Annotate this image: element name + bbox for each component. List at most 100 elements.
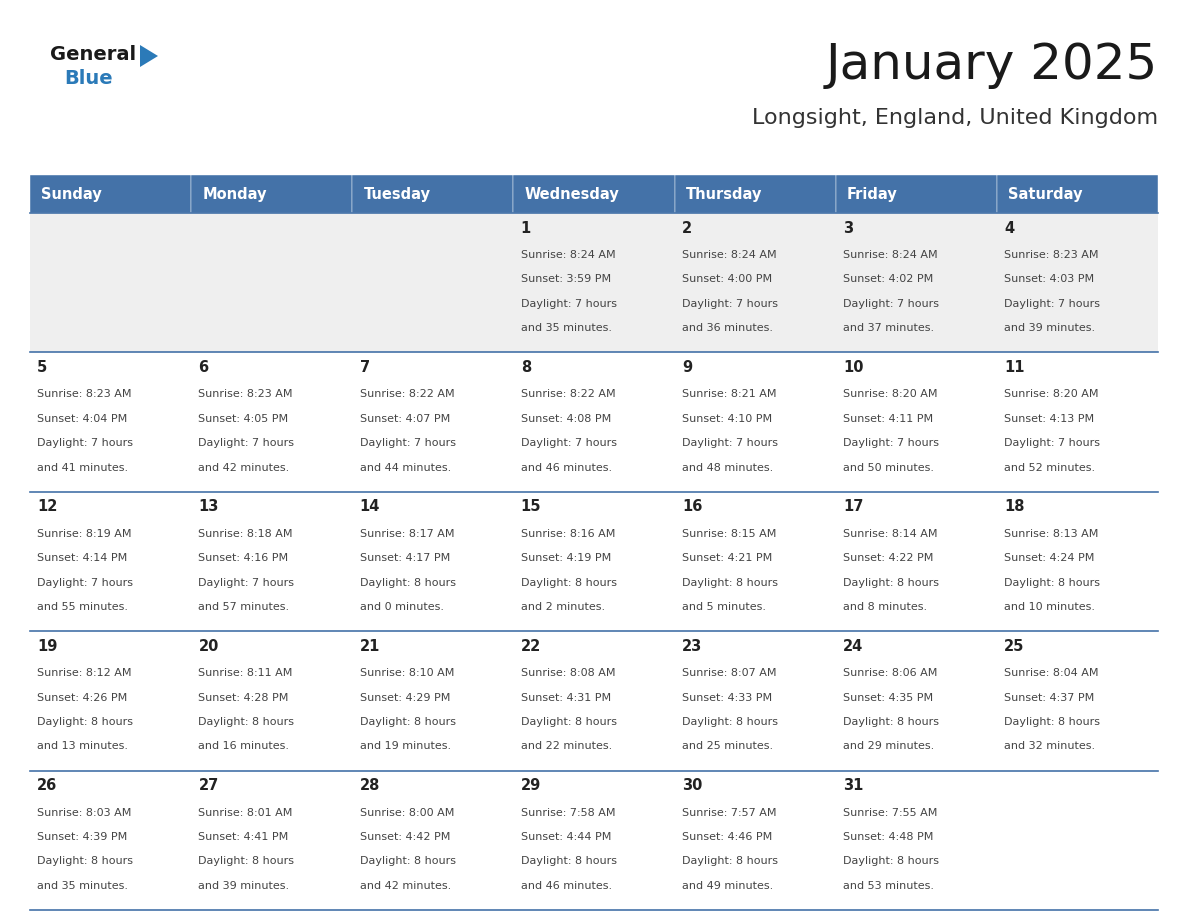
Text: Sunset: 4:05 PM: Sunset: 4:05 PM bbox=[198, 414, 289, 424]
Text: Sunset: 4:24 PM: Sunset: 4:24 PM bbox=[1004, 554, 1094, 563]
Text: Daylight: 7 hours: Daylight: 7 hours bbox=[843, 438, 939, 448]
Text: Daylight: 7 hours: Daylight: 7 hours bbox=[360, 438, 455, 448]
Text: and 50 minutes.: and 50 minutes. bbox=[843, 463, 934, 473]
Text: and 32 minutes.: and 32 minutes. bbox=[1004, 742, 1095, 751]
Text: Sunset: 4:31 PM: Sunset: 4:31 PM bbox=[520, 692, 611, 702]
Text: Sunset: 4:26 PM: Sunset: 4:26 PM bbox=[37, 692, 127, 702]
Text: and 39 minutes.: and 39 minutes. bbox=[198, 880, 290, 890]
Text: Daylight: 7 hours: Daylight: 7 hours bbox=[843, 298, 939, 308]
Text: and 53 minutes.: and 53 minutes. bbox=[843, 880, 934, 890]
Text: 17: 17 bbox=[843, 499, 864, 514]
Text: Daylight: 8 hours: Daylight: 8 hours bbox=[360, 577, 455, 588]
Text: Sunset: 4:17 PM: Sunset: 4:17 PM bbox=[360, 554, 450, 563]
Bar bbox=[30, 175, 191, 213]
Text: Sunset: 4:14 PM: Sunset: 4:14 PM bbox=[37, 554, 127, 563]
Text: Daylight: 7 hours: Daylight: 7 hours bbox=[198, 577, 295, 588]
Text: Sunrise: 7:58 AM: Sunrise: 7:58 AM bbox=[520, 808, 615, 818]
Text: and 16 minutes.: and 16 minutes. bbox=[198, 742, 290, 751]
Text: Sunrise: 8:19 AM: Sunrise: 8:19 AM bbox=[37, 529, 132, 539]
Text: Sunrise: 8:08 AM: Sunrise: 8:08 AM bbox=[520, 668, 615, 678]
Text: Sunset: 4:42 PM: Sunset: 4:42 PM bbox=[360, 832, 450, 842]
Text: Sunset: 4:44 PM: Sunset: 4:44 PM bbox=[520, 832, 611, 842]
Text: 20: 20 bbox=[198, 639, 219, 654]
Text: Daylight: 8 hours: Daylight: 8 hours bbox=[1004, 577, 1100, 588]
Text: and 57 minutes.: and 57 minutes. bbox=[198, 602, 290, 612]
Text: Daylight: 7 hours: Daylight: 7 hours bbox=[1004, 298, 1100, 308]
Text: Sunset: 4:22 PM: Sunset: 4:22 PM bbox=[843, 554, 934, 563]
Text: and 46 minutes.: and 46 minutes. bbox=[520, 463, 612, 473]
Polygon shape bbox=[140, 45, 158, 67]
Text: Sunrise: 8:11 AM: Sunrise: 8:11 AM bbox=[198, 668, 292, 678]
Text: 5: 5 bbox=[37, 360, 48, 375]
Text: 16: 16 bbox=[682, 499, 702, 514]
Text: Sunset: 4:11 PM: Sunset: 4:11 PM bbox=[843, 414, 933, 424]
Text: 12: 12 bbox=[37, 499, 58, 514]
Text: 9: 9 bbox=[682, 360, 691, 375]
Text: Daylight: 8 hours: Daylight: 8 hours bbox=[843, 856, 939, 867]
Text: Sunset: 4:16 PM: Sunset: 4:16 PM bbox=[198, 554, 289, 563]
Text: Daylight: 8 hours: Daylight: 8 hours bbox=[843, 577, 939, 588]
Text: Wednesday: Wednesday bbox=[525, 186, 619, 201]
Text: 4: 4 bbox=[1004, 220, 1015, 236]
Text: Sunset: 4:08 PM: Sunset: 4:08 PM bbox=[520, 414, 611, 424]
Text: Sunset: 4:19 PM: Sunset: 4:19 PM bbox=[520, 554, 611, 563]
Text: Blue: Blue bbox=[64, 69, 113, 88]
Text: Daylight: 8 hours: Daylight: 8 hours bbox=[1004, 717, 1100, 727]
Text: Sunrise: 8:07 AM: Sunrise: 8:07 AM bbox=[682, 668, 776, 678]
Text: 30: 30 bbox=[682, 778, 702, 793]
Text: Sunrise: 7:55 AM: Sunrise: 7:55 AM bbox=[843, 808, 937, 818]
Text: Sunrise: 8:23 AM: Sunrise: 8:23 AM bbox=[1004, 250, 1099, 260]
Text: Daylight: 7 hours: Daylight: 7 hours bbox=[520, 438, 617, 448]
Text: Sunrise: 8:24 AM: Sunrise: 8:24 AM bbox=[682, 250, 777, 260]
Text: Daylight: 8 hours: Daylight: 8 hours bbox=[198, 856, 295, 867]
Text: Sunrise: 8:21 AM: Sunrise: 8:21 AM bbox=[682, 389, 776, 399]
Text: Sunset: 3:59 PM: Sunset: 3:59 PM bbox=[520, 274, 611, 285]
Bar bbox=[30, 632, 1158, 770]
Text: Sunrise: 8:24 AM: Sunrise: 8:24 AM bbox=[520, 250, 615, 260]
Text: and 48 minutes.: and 48 minutes. bbox=[682, 463, 773, 473]
Text: Sunset: 4:48 PM: Sunset: 4:48 PM bbox=[843, 832, 934, 842]
Bar bbox=[513, 175, 675, 213]
Text: and 55 minutes.: and 55 minutes. bbox=[37, 602, 128, 612]
Text: Daylight: 8 hours: Daylight: 8 hours bbox=[843, 717, 939, 727]
Text: Sunrise: 8:04 AM: Sunrise: 8:04 AM bbox=[1004, 668, 1099, 678]
Text: 3: 3 bbox=[843, 220, 853, 236]
Text: 29: 29 bbox=[520, 778, 541, 793]
Bar bbox=[835, 175, 997, 213]
Text: Sunrise: 8:15 AM: Sunrise: 8:15 AM bbox=[682, 529, 776, 539]
Text: Daylight: 8 hours: Daylight: 8 hours bbox=[37, 717, 133, 727]
Text: and 36 minutes.: and 36 minutes. bbox=[682, 323, 773, 333]
Bar bbox=[30, 492, 1158, 632]
Text: and 10 minutes.: and 10 minutes. bbox=[1004, 602, 1095, 612]
Text: Sunrise: 8:22 AM: Sunrise: 8:22 AM bbox=[520, 389, 615, 399]
Text: 25: 25 bbox=[1004, 639, 1024, 654]
Text: and 39 minutes.: and 39 minutes. bbox=[1004, 323, 1095, 333]
Text: and 42 minutes.: and 42 minutes. bbox=[198, 463, 290, 473]
Text: and 35 minutes.: and 35 minutes. bbox=[520, 323, 612, 333]
Bar bbox=[30, 213, 1158, 353]
Text: 1: 1 bbox=[520, 220, 531, 236]
Text: Sunrise: 8:00 AM: Sunrise: 8:00 AM bbox=[360, 808, 454, 818]
Bar bbox=[675, 175, 835, 213]
Text: Sunrise: 8:23 AM: Sunrise: 8:23 AM bbox=[37, 389, 132, 399]
Text: Thursday: Thursday bbox=[685, 186, 763, 201]
Text: Daylight: 8 hours: Daylight: 8 hours bbox=[37, 856, 133, 867]
Text: and 2 minutes.: and 2 minutes. bbox=[520, 602, 605, 612]
Bar bbox=[353, 175, 513, 213]
Text: Sunset: 4:41 PM: Sunset: 4:41 PM bbox=[198, 832, 289, 842]
Text: Daylight: 8 hours: Daylight: 8 hours bbox=[682, 577, 778, 588]
Text: January 2025: January 2025 bbox=[826, 41, 1158, 89]
Text: Sunset: 4:04 PM: Sunset: 4:04 PM bbox=[37, 414, 127, 424]
Text: Sunset: 4:13 PM: Sunset: 4:13 PM bbox=[1004, 414, 1094, 424]
Text: Sunset: 4:03 PM: Sunset: 4:03 PM bbox=[1004, 274, 1094, 285]
Text: and 44 minutes.: and 44 minutes. bbox=[360, 463, 450, 473]
Text: 22: 22 bbox=[520, 639, 541, 654]
Text: 27: 27 bbox=[198, 778, 219, 793]
Text: Sunset: 4:35 PM: Sunset: 4:35 PM bbox=[843, 692, 933, 702]
Text: Saturday: Saturday bbox=[1009, 186, 1082, 201]
Text: Daylight: 7 hours: Daylight: 7 hours bbox=[682, 298, 778, 308]
Text: 19: 19 bbox=[37, 639, 58, 654]
Text: and 49 minutes.: and 49 minutes. bbox=[682, 880, 773, 890]
Text: Sunrise: 8:13 AM: Sunrise: 8:13 AM bbox=[1004, 529, 1099, 539]
Text: 10: 10 bbox=[843, 360, 864, 375]
